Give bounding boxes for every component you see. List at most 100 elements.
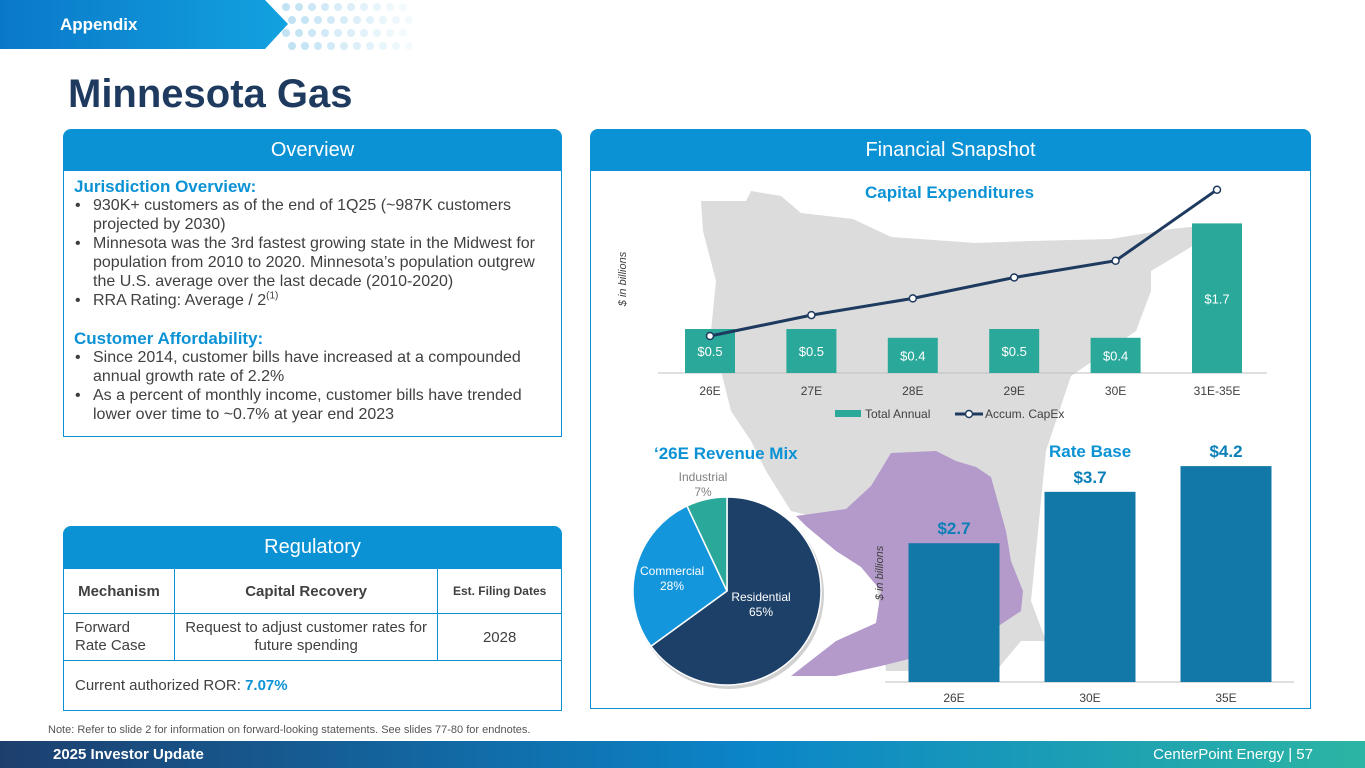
accum-capex-point (908, 294, 918, 303)
regulatory-header: Regulatory (63, 526, 562, 568)
capex-bar (1090, 337, 1141, 373)
dot (405, 42, 412, 50)
overview-panel: Jurisdiction Overview: 930K+ customers a… (63, 171, 562, 437)
cell-capital-recovery: Request to adjust customer rates for fut… (173, 613, 439, 661)
legend-accum-label: Accum. CapEx (985, 407, 1064, 421)
capex-bar-label: $0.5 (1002, 344, 1027, 359)
jurisdiction-item-growth: Minnesota was the 3rd fastest growing st… (74, 234, 551, 291)
regulatory-table: Mechanism Capital Recovery Est. Filing D… (63, 568, 562, 711)
affordability-item-growth: Since 2014, customer bills have increase… (74, 348, 551, 386)
dot (295, 3, 303, 11)
financial-graphics: $ in billions $0.5 26E $0.5 27E $0.4 28E $0.5 29… (617, 185, 1294, 705)
capex-bar (887, 337, 938, 373)
dot (399, 3, 407, 11)
dot (301, 42, 309, 50)
rate-base-bar-label: $3.7 (1073, 468, 1106, 487)
dot (327, 42, 335, 50)
dot (340, 16, 348, 24)
rate-base-bar (1180, 466, 1272, 682)
dot (314, 42, 322, 50)
dot (386, 3, 394, 11)
rra-footnote: (1) (266, 290, 279, 302)
legend-total-label: Total Annual (865, 407, 930, 421)
capex-tick-label: 26E (699, 384, 720, 398)
dot (340, 42, 348, 50)
dot (353, 16, 361, 24)
footer-title: 2025 Investor Update (53, 746, 204, 763)
legend-total-swatch (835, 410, 861, 417)
accum-capex-line (709, 188, 1218, 338)
accum-capex-point (705, 331, 715, 341)
dot (373, 29, 381, 37)
footnote: Note: Refer to slide 2 for information o… (48, 724, 531, 736)
dot (301, 16, 309, 24)
affordability-heading: Customer Affordability: (74, 329, 264, 348)
rate-base-bar-label: $2.7 (937, 519, 970, 538)
page-title: Minnesota Gas (68, 72, 353, 116)
pie-slice (632, 504, 728, 648)
capex-bar-label: $0.4 (1103, 348, 1128, 363)
capex-bar (786, 329, 837, 373)
pie-slice-name: Industrial (679, 470, 728, 484)
capex-tick-label: 28E (902, 384, 923, 398)
capex-bar-label: $1.7 (1204, 291, 1229, 306)
dot (308, 3, 316, 11)
dot (366, 42, 374, 50)
accum-capex-point (1212, 185, 1222, 194)
capex-y-label: $ in billions (617, 251, 629, 307)
dot (405, 16, 412, 24)
dot (327, 16, 335, 24)
dot (282, 29, 290, 37)
rate-base-tick-label: 26E (943, 691, 964, 705)
capex-bar (989, 329, 1040, 373)
pie-slice (649, 496, 822, 686)
jurisdiction-item-customers: 930K+ customers as of the end of 1Q25 (~… (74, 196, 551, 234)
dot (386, 29, 394, 37)
footer-page: CenterPoint Energy | 57 (1153, 746, 1313, 763)
capex-tick-label: 27E (801, 384, 822, 398)
dot (295, 29, 303, 37)
capex-chart-title: Capital Expenditures (865, 183, 1035, 202)
rate-base-tick-label: 30E (1079, 691, 1100, 705)
ror-label: Current authorized ROR: (75, 677, 246, 694)
dot (392, 16, 400, 24)
pie-slice-value: 65% (749, 605, 773, 619)
dot (321, 29, 329, 37)
pie-slice-name: Residential (731, 590, 790, 604)
dot (392, 42, 400, 50)
dot (308, 29, 316, 37)
financial-header: Financial Snapshot (590, 129, 1311, 171)
dot (334, 3, 342, 11)
dot (373, 3, 381, 11)
dot (366, 16, 374, 24)
col-mechanism: Mechanism (63, 568, 175, 614)
ror-row: Current authorized ROR: 7.07% (63, 660, 562, 711)
rra-text: RRA Rating: Average / 2 (93, 292, 267, 309)
dot (360, 29, 368, 37)
capex-bar-label: $0.5 (697, 344, 722, 359)
col-filing-dates: Est. Filing Dates (437, 568, 562, 614)
rate-base-bar (908, 543, 1000, 682)
section-tag-label: Appendix (60, 15, 138, 34)
accum-capex-point (807, 310, 816, 320)
dot (314, 16, 322, 24)
dot (334, 29, 342, 37)
dot (399, 29, 407, 37)
legend-accum-marker (964, 409, 974, 419)
capex-bar-label: $0.4 (900, 348, 925, 363)
dot (288, 42, 296, 50)
revenue-mix-title: ‘26E Revenue Mix (654, 444, 798, 463)
rate-base-bar (1044, 491, 1136, 682)
ror-value: 7.07% (245, 677, 288, 694)
capex-bar-label: $0.5 (799, 344, 824, 359)
dot (321, 3, 329, 11)
dot (360, 3, 368, 11)
decorative-dots (282, 3, 412, 50)
pie-slice (685, 496, 728, 592)
col-capital-recovery: Capital Recovery (173, 568, 439, 614)
dot (379, 42, 387, 50)
pie-slice-value: 7% (694, 485, 712, 499)
dot (347, 3, 355, 11)
footer-bar (0, 741, 1365, 768)
rate-base-title: Rate Base (1049, 442, 1132, 461)
